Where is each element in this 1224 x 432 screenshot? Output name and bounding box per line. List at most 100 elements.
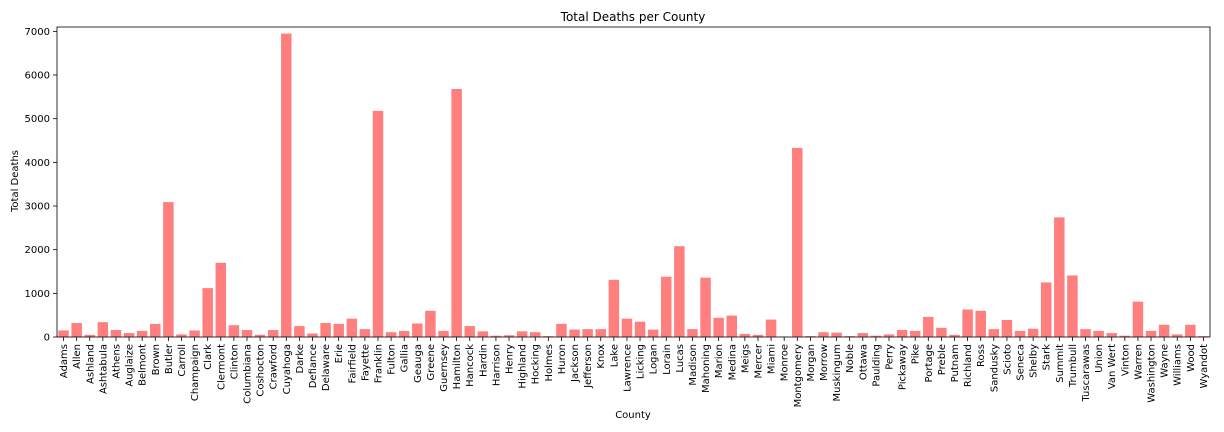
bar-sandusky [988, 329, 1000, 337]
x-tick-label: Darke [295, 344, 306, 374]
x-tick-label: Trumbull [1068, 344, 1079, 388]
bar-geauga [412, 323, 423, 337]
bar-madison [687, 329, 698, 337]
x-tick-label: Crawford [269, 344, 280, 389]
bar-pike [909, 330, 921, 337]
x-tick-label: Gallia [400, 344, 411, 372]
bar-darke [294, 326, 305, 337]
bar-champaign [189, 330, 200, 337]
x-tick-label: Pike [911, 344, 922, 364]
x-tick-label: Mahoning [701, 344, 712, 393]
x-tick-label: Allen [72, 344, 83, 369]
x-axis-label: County [615, 410, 651, 421]
bar-ashtabula [97, 322, 109, 337]
bar-holmes [543, 336, 554, 337]
x-tick-label: Van Wert [1107, 344, 1118, 389]
x-tick-label: Washington [1147, 344, 1158, 403]
x-tick-label: Scioto [1002, 344, 1013, 375]
x-tick-label: Lawrence [622, 344, 633, 392]
bar-wood [1185, 324, 1196, 337]
bar-lorain [661, 276, 672, 337]
x-tick-label: Clermont [216, 344, 227, 390]
x-tick-label: Licking [636, 344, 647, 379]
x-tick-label: Delaware [321, 344, 332, 391]
bar-butler [163, 202, 174, 337]
bar-licking [634, 321, 646, 337]
x-tick-label: Noble [845, 344, 856, 373]
x-tick-label: Morgan [806, 344, 817, 382]
bar-erie [333, 323, 344, 337]
x-tick-label: Clinton [229, 344, 240, 379]
x-tick-label: Hardin [478, 344, 489, 377]
y-axis-label: Total Deaths [10, 150, 21, 213]
bar-jackson [569, 329, 580, 337]
bar-paulding [870, 335, 882, 337]
y-tick-label: 5000 [25, 114, 50, 125]
bar-athens [110, 330, 122, 337]
y-tick-label: 7000 [25, 27, 50, 38]
x-tick-label: Greene [426, 344, 437, 380]
bar-belmont [136, 330, 148, 337]
bar-stark [1040, 282, 1052, 337]
y-axis: 0 1000 2000 3000 4000 5000 6000 7000 [25, 27, 57, 344]
x-tick-label: Geauga [413, 344, 424, 383]
x-tick-label: Wayne [1160, 344, 1171, 378]
x-tick-label: Warren [1133, 344, 1144, 380]
bar-defiance [307, 333, 318, 337]
x-tick-label: Tuscarawas [1081, 344, 1092, 403]
chart-title: Total Deaths per County [560, 10, 706, 24]
x-tick-label: Vinton [1120, 344, 1131, 376]
bar-williams [1172, 334, 1183, 337]
bar-fayette [359, 329, 371, 337]
y-tick-label: 2000 [25, 245, 50, 256]
x-tick-label: Ross [976, 344, 987, 367]
x-tick-label: Meigs [740, 344, 751, 373]
bar-medina [726, 315, 738, 337]
x-tick-label: Williams [1173, 344, 1184, 386]
bar-preble [936, 327, 947, 337]
x-tick-label: Knox [596, 344, 607, 369]
bar-washington [1145, 330, 1157, 337]
x-tick-label: Lucas [675, 344, 686, 373]
x-tick-label: Guernsey [439, 344, 450, 392]
bar-clark [202, 288, 213, 337]
x-axis: Adams Allen Ashland Ashtabula Athens Auglaize… [59, 337, 1210, 407]
x-tick-label: Medina [727, 344, 738, 380]
bar-hamilton [451, 89, 462, 337]
bar-delaware [320, 323, 331, 337]
x-tick-label: Monroe [780, 344, 791, 381]
y-tick-label: 6000 [25, 71, 50, 82]
bar-lawrence [621, 318, 633, 337]
x-tick-label: Ashtabula [98, 344, 109, 394]
bar-crawford [267, 330, 279, 337]
x-tick-label: Shelby [1029, 344, 1040, 378]
x-tick-label: Mercer [753, 343, 764, 378]
bar-columbiana [241, 330, 253, 337]
x-tick-label: Ashland [85, 344, 96, 384]
bar-wyandot [1198, 336, 1209, 337]
x-tick-label: Adams [59, 344, 70, 378]
x-tick-label: Portage [924, 344, 935, 382]
x-tick-label: Butler [164, 343, 175, 374]
bar-knox [595, 329, 606, 337]
bar-summit [1054, 217, 1065, 337]
x-tick-label: Miami [767, 344, 778, 374]
bar-lucas [674, 246, 685, 337]
plot-frame [56, 26, 1211, 338]
bar-greene [425, 310, 436, 337]
bar-van-wert [1106, 333, 1117, 337]
x-tick-label: Putnam [950, 344, 961, 382]
bar-allen [71, 323, 82, 337]
bar-hocking [529, 332, 541, 337]
bar-warren [1132, 301, 1144, 337]
x-tick-label: Montgomery [793, 344, 804, 407]
x-tick-label: Athens [111, 344, 122, 379]
x-tick-label: Hocking [531, 344, 542, 384]
bar-vinton [1119, 335, 1131, 337]
bar-logan [647, 329, 659, 337]
x-tick-label: Auglaize [125, 344, 136, 387]
bar-mercer [752, 334, 764, 337]
bar-lake [608, 279, 620, 337]
x-tick-label: Clark [203, 344, 214, 370]
